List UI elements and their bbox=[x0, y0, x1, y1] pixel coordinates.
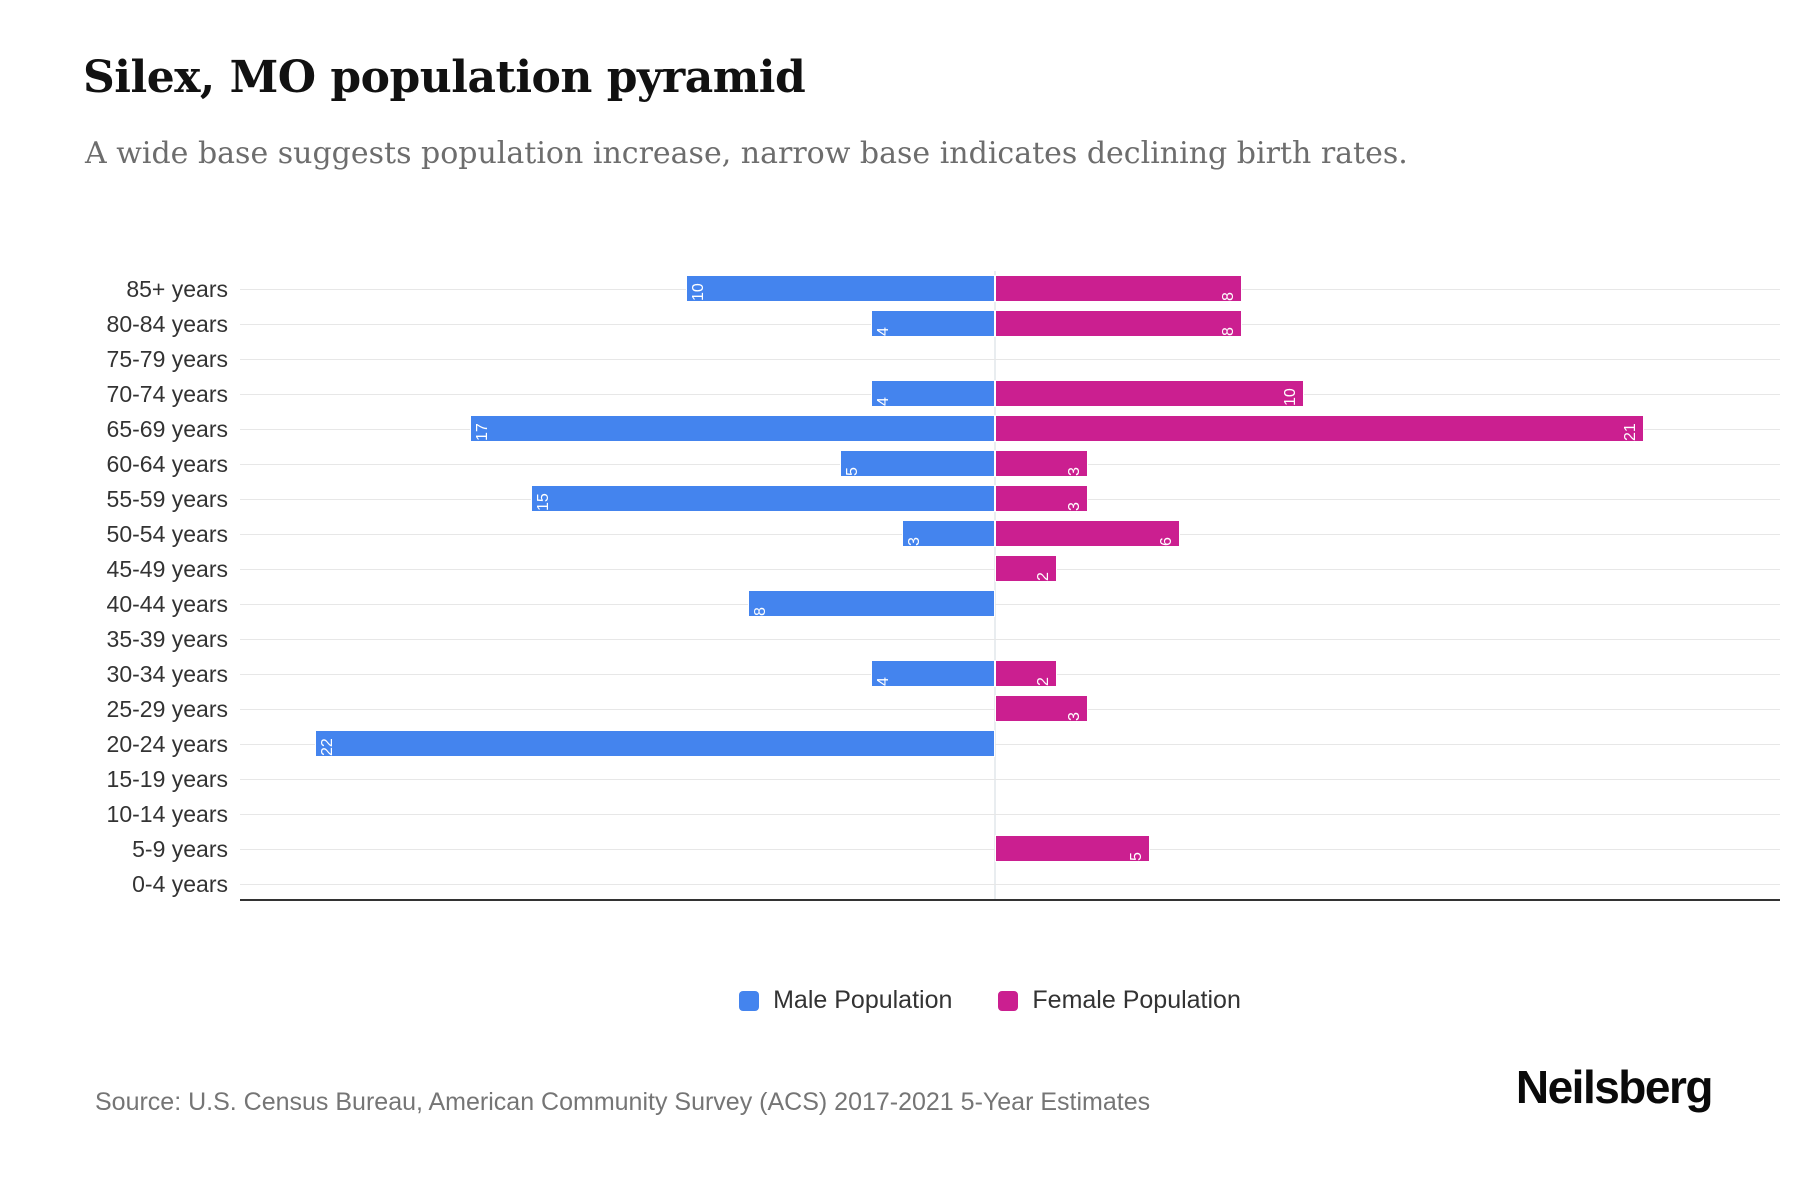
bar-value-label: 4 bbox=[875, 397, 892, 406]
bar-male-65-69[interactable]: 17 bbox=[470, 415, 995, 442]
bar-value-label: 10 bbox=[1282, 388, 1299, 406]
bar-male-50-54[interactable]: 3 bbox=[902, 520, 995, 547]
legend-item-male[interactable]: Male Population bbox=[739, 986, 952, 1015]
age-group-label: 35-39 years bbox=[106, 626, 228, 652]
chart-title: Silex, MO population pyramid bbox=[83, 52, 806, 103]
age-group-label: 40-44 years bbox=[106, 591, 228, 617]
age-group-label: 70-74 years bbox=[106, 381, 228, 407]
row-gridline bbox=[240, 359, 1780, 360]
row-gridline bbox=[240, 779, 1780, 780]
age-group-label: 25-29 years bbox=[106, 696, 228, 722]
age-group-label: 10-14 years bbox=[106, 801, 228, 827]
legend-label-female: Female Population bbox=[1032, 986, 1241, 1014]
row-gridline bbox=[240, 639, 1780, 640]
age-group-label: 0-4 years bbox=[132, 871, 228, 897]
bar-female-60-64[interactable]: 3 bbox=[995, 450, 1088, 477]
bar-value-label: 2 bbox=[1035, 677, 1052, 686]
bar-female-45-49[interactable]: 2 bbox=[995, 555, 1057, 582]
bar-value-label: 5 bbox=[844, 467, 861, 476]
bar-male-60-64[interactable]: 5 bbox=[840, 450, 995, 477]
bar-value-label: 6 bbox=[1158, 537, 1175, 546]
age-group-label: 80-84 years bbox=[106, 311, 228, 337]
bar-value-label: 3 bbox=[906, 537, 923, 546]
bar-female-5-9[interactable]: 5 bbox=[995, 835, 1150, 862]
bar-value-label: 4 bbox=[875, 677, 892, 686]
female-swatch-icon bbox=[998, 990, 1019, 1011]
bar-female-85+[interactable]: 8 bbox=[995, 275, 1242, 302]
legend: Male Population Female Population bbox=[0, 986, 1800, 1015]
source-note: Source: U.S. Census Bureau, American Com… bbox=[95, 1088, 1151, 1116]
age-group-label: 65-69 years bbox=[106, 416, 228, 442]
bar-male-55-59[interactable]: 15 bbox=[531, 485, 995, 512]
legend-label-male: Male Population bbox=[773, 986, 953, 1014]
bar-value-label: 8 bbox=[1220, 292, 1237, 301]
age-group-label: 75-79 years bbox=[106, 346, 228, 372]
age-group-label: 50-54 years bbox=[106, 521, 228, 547]
bar-male-20-24[interactable]: 22 bbox=[315, 730, 995, 757]
bar-value-label: 8 bbox=[752, 607, 769, 616]
bar-female-70-74[interactable]: 10 bbox=[995, 380, 1304, 407]
row-gridline bbox=[240, 604, 1780, 605]
bar-female-65-69[interactable]: 21 bbox=[995, 415, 1644, 442]
bar-female-30-34[interactable]: 2 bbox=[995, 660, 1057, 687]
bar-value-label: 10 bbox=[690, 283, 707, 301]
bar-value-label: 3 bbox=[1066, 467, 1083, 476]
age-group-label: 45-49 years bbox=[106, 556, 228, 582]
bar-value-label: 22 bbox=[319, 738, 336, 756]
bar-value-label: 21 bbox=[1622, 423, 1639, 441]
bar-female-25-29[interactable]: 3 bbox=[995, 695, 1088, 722]
age-group-label: 20-24 years bbox=[106, 731, 228, 757]
bar-male-30-34[interactable]: 4 bbox=[871, 660, 995, 687]
age-group-label: 55-59 years bbox=[106, 486, 228, 512]
bar-value-label: 2 bbox=[1035, 572, 1052, 581]
row-gridline bbox=[240, 744, 1780, 745]
chart-subtitle: A wide base suggests population increase… bbox=[85, 136, 1408, 171]
bar-value-label: 8 bbox=[1220, 327, 1237, 336]
zero-axis-gridline bbox=[994, 271, 996, 899]
row-gridline bbox=[240, 814, 1780, 815]
male-swatch-icon bbox=[739, 990, 760, 1011]
bar-value-label: 3 bbox=[1066, 712, 1083, 721]
x-axis-line bbox=[240, 899, 1780, 901]
bar-value-label: 15 bbox=[535, 493, 552, 511]
bar-male-40-44[interactable]: 8 bbox=[748, 590, 995, 617]
bar-value-label: 3 bbox=[1066, 502, 1083, 511]
bar-female-80-84[interactable]: 8 bbox=[995, 310, 1242, 337]
age-group-label: 5-9 years bbox=[132, 836, 228, 862]
age-group-label: 60-64 years bbox=[106, 451, 228, 477]
row-gridline bbox=[240, 884, 1780, 885]
age-group-label: 85+ years bbox=[126, 276, 228, 302]
bar-male-80-84[interactable]: 4 bbox=[871, 310, 995, 337]
age-group-label: 30-34 years bbox=[106, 661, 228, 687]
bar-female-50-54[interactable]: 6 bbox=[995, 520, 1180, 547]
bar-value-label: 17 bbox=[474, 423, 491, 441]
brand-logo: Neilsberg bbox=[1515, 1061, 1714, 1113]
bar-female-55-59[interactable]: 3 bbox=[995, 485, 1088, 512]
bar-value-label: 4 bbox=[875, 327, 892, 336]
bar-value-label: 5 bbox=[1128, 852, 1145, 861]
age-group-label: 15-19 years bbox=[106, 766, 228, 792]
bar-male-85+[interactable]: 10 bbox=[686, 275, 995, 302]
bar-male-70-74[interactable]: 4 bbox=[871, 380, 995, 407]
legend-item-female[interactable]: Female Population bbox=[998, 986, 1241, 1015]
